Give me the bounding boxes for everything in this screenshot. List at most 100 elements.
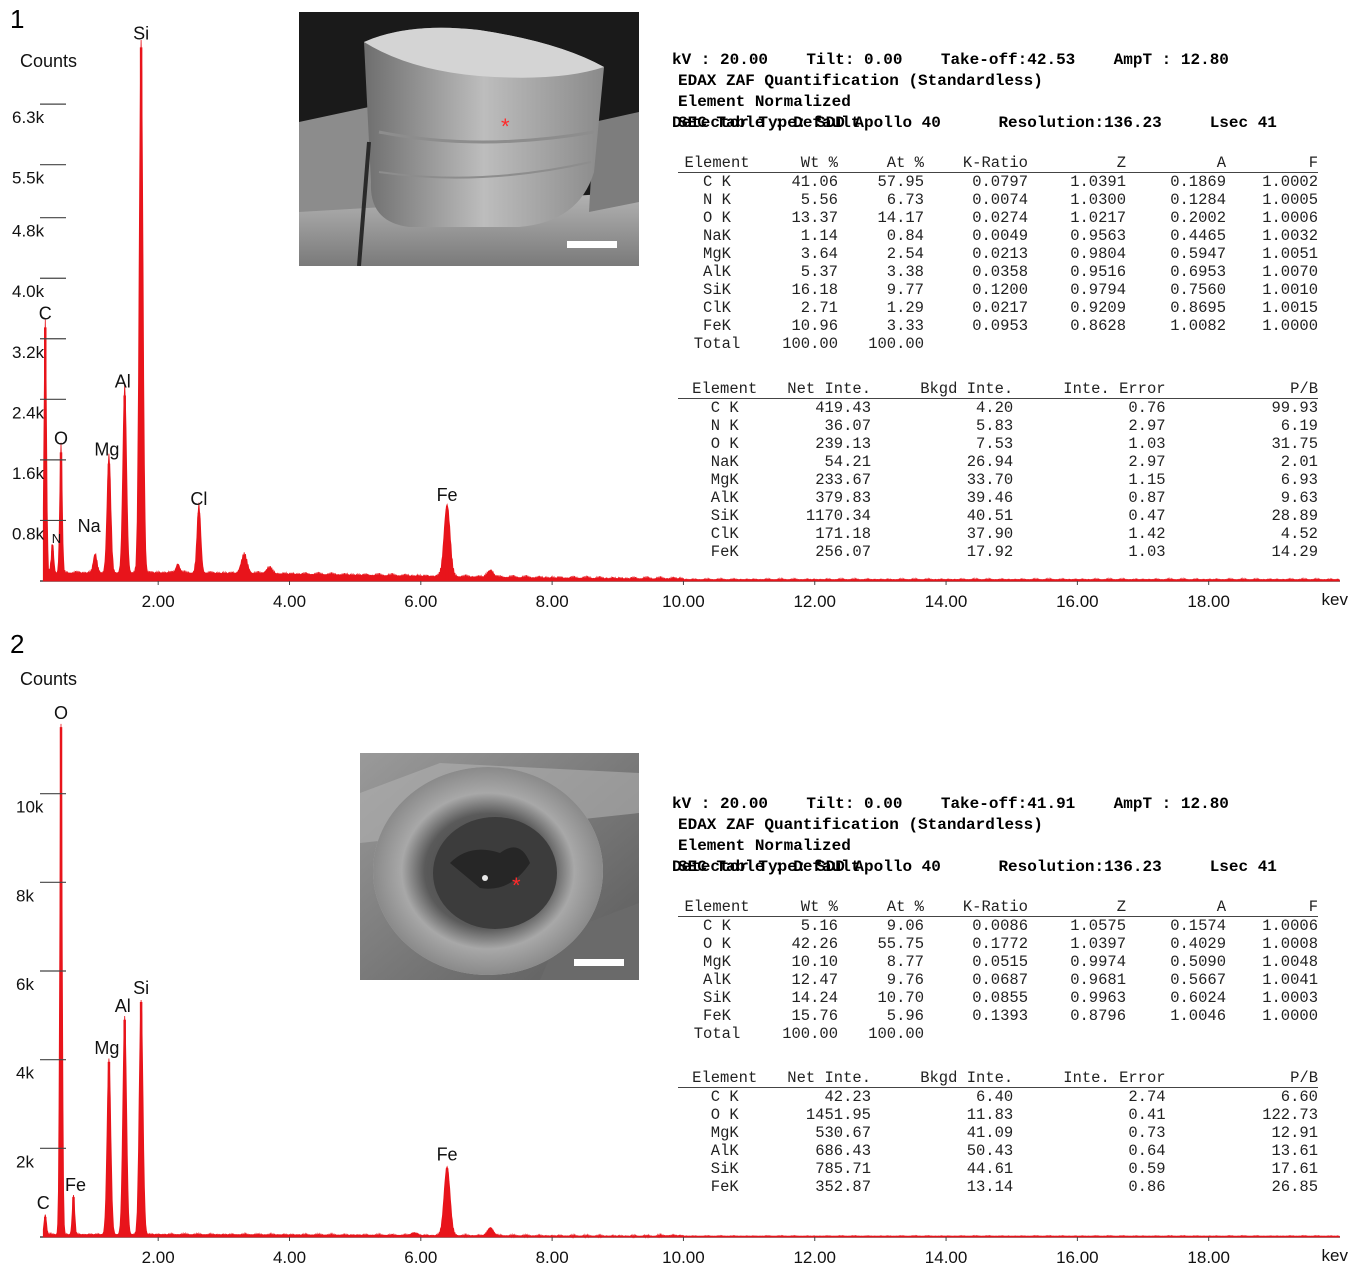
table-row: Total 100.00 100.00 (678, 1025, 1318, 1043)
table-cell: 4.20 (976, 399, 1014, 417)
table-cell: 0.0797 (972, 173, 1028, 191)
table-cell: 0.8628 (1070, 317, 1126, 335)
table-cell: 1.0006 (1262, 917, 1318, 935)
table-row: O K 13.37 14.17 0.0274 1.0217 0.2002 1.0006 (678, 209, 1318, 227)
table-cell: 41.06 (791, 173, 838, 191)
table-cell: 1.0010 (1262, 281, 1318, 299)
table-cell: 10.96 (791, 317, 838, 335)
table-cell: 40.51 (966, 507, 1014, 525)
y-tick-label: 10k (16, 798, 44, 817)
table-cell: 233.67 (815, 471, 871, 489)
table-row: ClK 171.18 37.90 1.42 4.52 (678, 525, 1318, 543)
acquisition-info-1: kV : 20.00 Tilt: 0.00 Take-off:42.53 Amp… (672, 8, 1277, 239)
table-row: SiK 785.71 44.61 0.59 17.61 (678, 1160, 1318, 1178)
table-cell: 6.40 (976, 1088, 1014, 1106)
table-cell: 0.9974 (1070, 953, 1126, 971)
scale-bar (567, 241, 617, 248)
table-cell: 10.10 (791, 953, 838, 971)
table-row: C K 419.43 4.20 0.76 99.93 (678, 399, 1318, 418)
table-cell: 5.56 (800, 191, 838, 209)
peak-label: Al (115, 996, 131, 1016)
table-cell: 239.13 (815, 435, 871, 453)
table-cell: 42.26 (791, 935, 838, 953)
table-cell: 2.54 (886, 245, 924, 263)
table-cell: 256.07 (815, 543, 871, 561)
table-cell (1028, 1025, 1126, 1043)
table-cell: 0.6024 (1170, 989, 1226, 1007)
table-cell: 1.0082 (1170, 317, 1226, 335)
peak-label: Fe (65, 1175, 86, 1195)
table-cell: MgK (703, 953, 731, 971)
acq-line-2: Detector Type: SDD Apollo 40 Resolution:… (672, 114, 1277, 132)
table-cell: 0.0358 (972, 263, 1028, 281)
y-tick-label: 6.3k (12, 108, 45, 127)
table-cell: SiK (710, 1160, 739, 1178)
table-row: FeK 10.96 3.33 0.0953 0.8628 1.0082 1.0000 (678, 317, 1318, 335)
column-header: K-Ratio (924, 154, 1028, 173)
table-cell: 17.92 (966, 543, 1014, 561)
table-cell: 33.70 (966, 471, 1014, 489)
x-tick-label: 10.00 (662, 592, 705, 611)
table-cell: 0.86 (1128, 1178, 1166, 1196)
y-tick-label: 5.5k (12, 169, 45, 188)
table-row: AlK 379.83 39.46 0.87 9.63 (678, 489, 1318, 507)
normalized-label: Element Normalized (678, 837, 851, 855)
table-row: O K 239.13 7.53 1.03 31.75 (678, 435, 1318, 453)
table-cell: MgK (710, 471, 739, 489)
x-tick-label: 12.00 (793, 1248, 836, 1263)
x-tick-label: 8.00 (536, 1248, 569, 1263)
table-cell: AlK (703, 971, 731, 989)
y-tick-label: 4k (16, 1064, 34, 1083)
table-cell: O K (703, 209, 731, 227)
table-cell: 0.4029 (1170, 935, 1226, 953)
table-cell: 12.91 (1271, 1124, 1318, 1142)
table-cell: C K (710, 399, 739, 417)
table-cell: 1.0575 (1070, 917, 1126, 935)
table-cell: AlK (710, 489, 739, 507)
table-cell: 9.76 (886, 971, 924, 989)
table-cell: 31.75 (1271, 435, 1318, 453)
table-cell: MgK (710, 1124, 739, 1142)
y-tick-label: 4.0k (12, 282, 45, 301)
panel-2: 2k 4k 6k 8k 10k 2.00 4.00 6.00 8.00 10.00 12.00 14.… (0, 625, 1359, 1263)
table-cell: 1.0008 (1262, 935, 1318, 953)
table-cell: 42.23 (824, 1088, 871, 1106)
table-cell: 0.1284 (1170, 191, 1226, 209)
table-cell: 1.0003 (1262, 989, 1318, 1007)
table-cell: 0.6953 (1170, 263, 1226, 281)
table-cell: 379.83 (815, 489, 871, 507)
table-row: Total 100.00 100.00 (678, 335, 1318, 353)
table-cell: N K (703, 191, 731, 209)
table-cell: FeK (703, 317, 731, 335)
table-row: MgK 233.67 33.70 1.15 6.93 (678, 471, 1318, 489)
peak-label: Mg (94, 440, 119, 460)
table-cell: 0.1772 (972, 935, 1028, 953)
table-cell: 0.0274 (972, 209, 1028, 227)
column-header: Net Inte. (771, 1069, 871, 1088)
quant-title: EDAX ZAF Quantification (Standardless) (678, 72, 1043, 90)
table-cell: 8.77 (886, 953, 924, 971)
table-cell: 4.52 (1280, 525, 1318, 543)
table-cell: 1451.95 (805, 1106, 871, 1124)
table-cell: 0.7560 (1170, 281, 1226, 299)
table-cell: 5.16 (800, 917, 838, 935)
x-tick-label: 14.00 (925, 592, 968, 611)
acquisition-info-2: kV : 20.00 Tilt: 0.00 Take-off:41.91 Amp… (672, 752, 1277, 983)
zaf-table-1: Element Wt % At % K-Ratio Z A F C K 41.06 57.95 0.… (678, 154, 1318, 353)
peak-label: C (39, 303, 52, 323)
intensity-table-2: Element Net Inte. Bkgd Inte. Inte. Error P/B… (678, 1069, 1318, 1196)
table-cell: SiK (710, 507, 739, 525)
table-row: ClK 2.71 1.29 0.0217 0.9209 0.8695 1.0015 (678, 299, 1318, 317)
y-axis-label: Counts (20, 51, 77, 71)
table-cell: 2.97 (1128, 453, 1166, 471)
spectrum-chart-2: 2k 4k 6k 8k 10k 2.00 4.00 6.00 8.00 10.00 12.00 14.… (16, 669, 1348, 1263)
table-cell: 28.89 (1271, 507, 1318, 525)
table-row: MgK 530.67 41.09 0.73 12.91 (678, 1124, 1318, 1142)
table-cell: 0.0213 (972, 245, 1028, 263)
table-cell: O K (710, 1106, 739, 1124)
table-cell: 0.1393 (972, 1007, 1028, 1025)
table-cell: 2.01 (1280, 453, 1318, 471)
table-cell: 0.8695 (1170, 299, 1226, 317)
peak-label: Si (133, 978, 149, 998)
table-cell: 0.1869 (1170, 173, 1226, 191)
